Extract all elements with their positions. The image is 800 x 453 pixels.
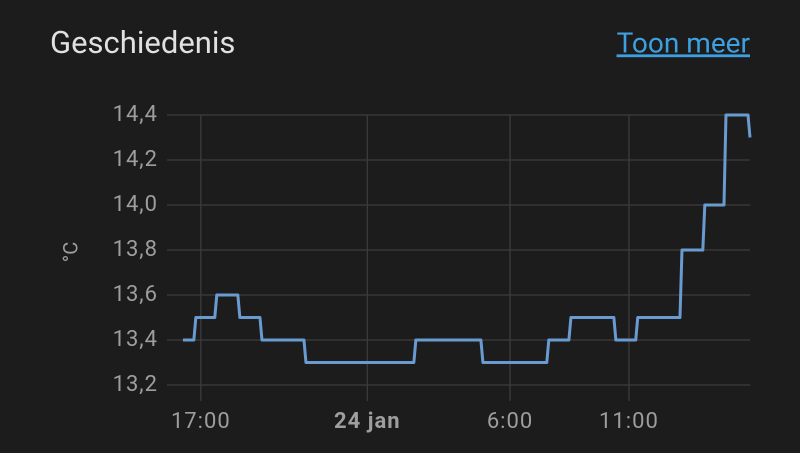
- y-tick-label: 13,4: [113, 327, 158, 352]
- x-tick-label: 17:00: [171, 409, 231, 434]
- y-tick-label: 14,4: [113, 102, 158, 127]
- more-link[interactable]: Toon meer: [617, 26, 751, 59]
- y-axis-label: °C: [58, 242, 82, 263]
- x-tick-label: 11:00: [599, 409, 659, 434]
- y-tick-label: 13,8: [113, 237, 158, 262]
- y-tick-label: 13,2: [113, 372, 158, 397]
- x-tick-label: 6:00: [487, 409, 533, 434]
- y-tick-label: 14,0: [113, 192, 158, 217]
- y-tick-label: 13,6: [113, 282, 158, 307]
- data-line: [183, 113, 752, 364]
- card-title: Geschiedenis: [50, 24, 235, 61]
- x-tick-label: 24 jan: [334, 409, 401, 434]
- y-tick-label: 14,2: [113, 147, 158, 172]
